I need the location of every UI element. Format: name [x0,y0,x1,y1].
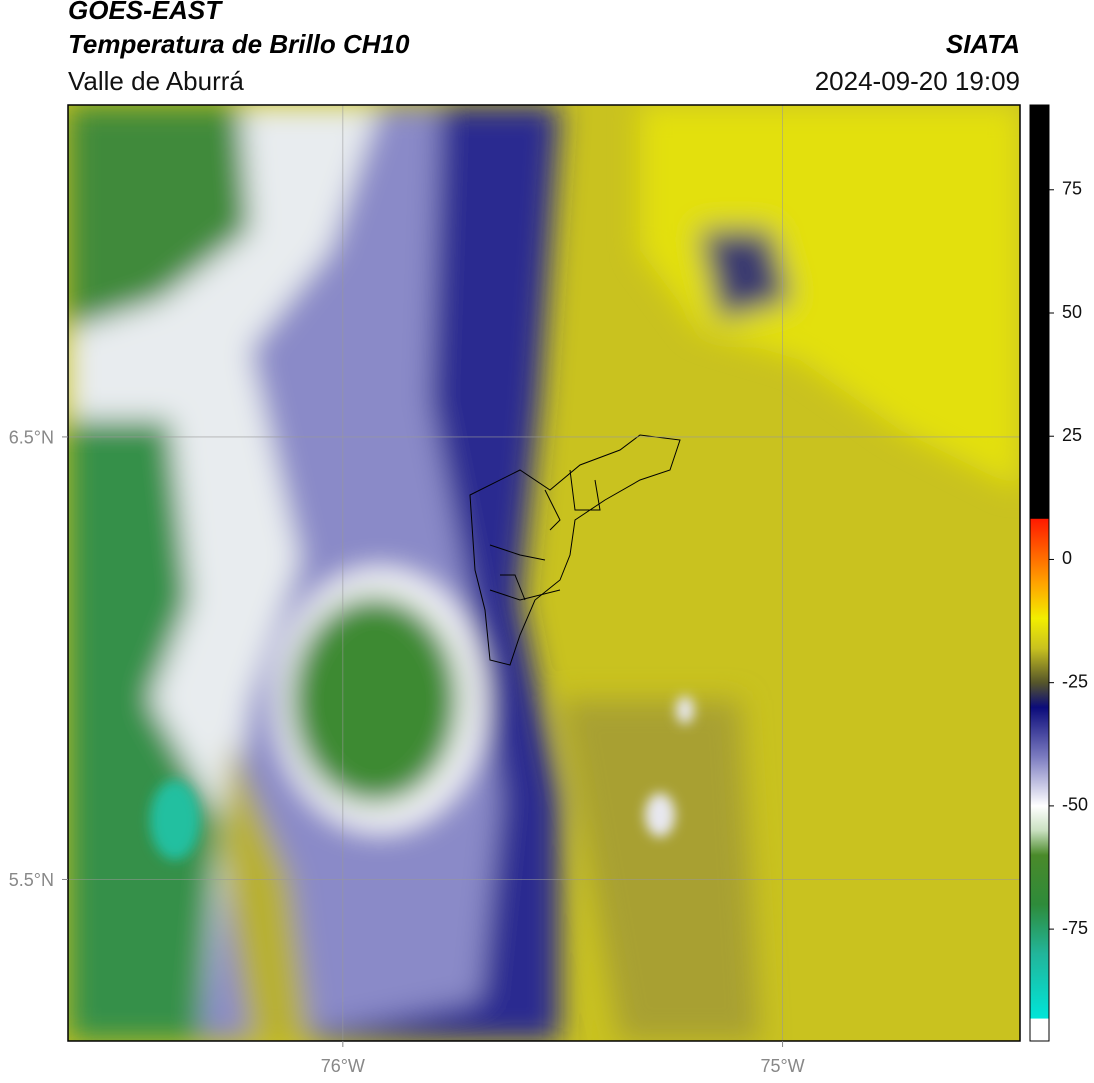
satellite-field [68,105,1020,1041]
datetime: 2024-09-20 19:09 [815,66,1020,96]
source: SIATA [946,29,1020,59]
region: Valle de Aburrá [68,66,244,96]
colorbar [1029,104,1050,1042]
colorbar-tick-label: 0 [1062,548,1072,568]
colorbar-tick-label: -50 [1062,795,1088,815]
lat-tick-label: 5.5°N [9,870,54,890]
colorbar-tick-label: 25 [1062,425,1082,445]
lat-tick-label: 6.5°N [9,428,54,448]
lon-tick-label: 75°W [760,1056,804,1076]
colorbar-tick-label: -25 [1062,671,1088,691]
title: GOES-EAST [68,0,223,25]
lon-tick-label: 76°W [321,1056,365,1076]
map-frame [67,104,1021,1042]
colorbar-tick-label: 75 [1062,179,1082,199]
colorbar-tick-label: -75 [1062,918,1088,938]
colorbar-tick-label: 50 [1062,302,1082,322]
subtitle: Temperatura de Brillo CH10 [68,29,410,59]
